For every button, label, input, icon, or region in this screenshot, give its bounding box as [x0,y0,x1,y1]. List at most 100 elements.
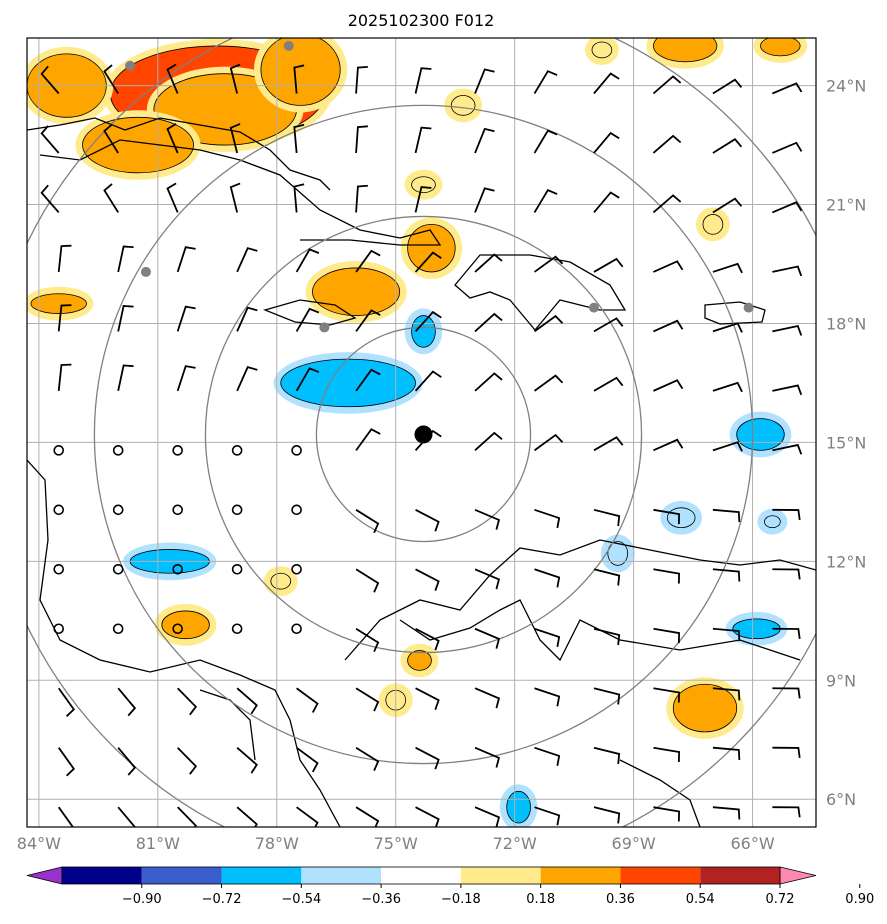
wind-barb [293,183,305,213]
wind-barb [593,317,624,333]
wind-barb [355,65,368,94]
wind-barb [593,191,620,214]
wind-barb [295,367,320,392]
wind-barb [534,806,561,826]
wind-barb [177,806,198,827]
wind-barb [355,509,380,534]
wind-barb [355,125,368,154]
wind-barb [177,747,198,775]
wind-barb [57,304,72,332]
wind-barb [712,687,741,701]
range-ring [204,215,643,654]
wind-barb [653,687,681,703]
coastline-guiana [619,759,701,827]
wind-barb [57,806,74,827]
wind-barb [474,806,501,827]
colorbar-swatch [221,867,302,884]
wind-barb [652,134,682,154]
calm-wind-marker [291,504,302,516]
wind-barb [653,806,681,822]
wind-barb [712,197,743,214]
colorbar-tick-label: 0.54 [686,892,715,907]
wind-barb [593,568,621,586]
colorbar-tick-label: −0.54 [281,892,321,907]
wind-barb [712,508,741,523]
wind-barb [533,255,564,273]
wind-barb [772,687,801,699]
wind-barb [533,374,564,392]
wind-barb [653,627,681,644]
calm-wind-marker [291,563,302,575]
coastline-puerto-rico [704,301,766,325]
lat-tick-label: 6°N [826,790,856,809]
wind-barb [176,365,196,392]
wind-barb [534,687,561,707]
wind-barb [296,687,319,713]
wind-barb [236,687,258,715]
wind-barb [166,182,179,213]
calm-wind-marker [231,445,243,456]
wind-barb [712,806,741,820]
wind-barb [772,443,803,455]
wind-barb [236,747,258,774]
wind-barb [117,245,134,273]
wind-barb [474,187,495,213]
wind-barb [166,123,179,154]
positive-anomaly-4 [260,38,341,106]
wind-barb [40,184,60,214]
lat-tick-label: 15°N [826,433,866,452]
wind-barb [414,186,432,213]
positive-anomaly-13 [411,176,436,194]
wind-barb [772,384,803,396]
coastline-venezuela-interior [399,599,801,662]
station-marker [283,40,294,51]
positive-anomaly-14 [702,214,724,235]
wind-barb [772,201,803,214]
wind-barb [57,363,72,391]
positive-anomaly-11 [30,293,87,314]
colorbar-tick-label: 0.18 [526,892,555,907]
wind-barb [593,436,624,452]
wind-barb [653,438,684,452]
lat-tick-label: 9°N [826,671,856,690]
wind-barb [534,508,561,529]
wind-barb [593,131,620,154]
wind-barb [296,806,319,827]
wind-barb [117,364,134,392]
wind-barb [414,67,432,94]
wind-barb [40,65,60,95]
wind-barb [166,63,179,94]
wind-barb [415,509,440,532]
wind-barb [593,72,620,95]
wind-barb [593,376,624,392]
colorbar-tick-label: 0.90 [845,892,874,907]
coastline-cuba [39,139,442,246]
wind-barb [533,70,558,94]
calm-wind-marker [291,623,302,635]
negative-anomaly-8 [764,515,781,529]
wind-barb [653,746,681,763]
calm-wind-marker [172,504,183,516]
wind-barb [415,568,440,592]
positive-anomaly-8 [161,610,210,640]
wind-barb [534,627,561,648]
wind-barb [414,126,432,154]
negative-anomaly-6 [607,541,629,566]
wind-barb [57,747,76,777]
wind-barb [712,78,743,95]
negative-anomaly-7 [666,507,696,529]
calm-wind-marker [53,445,65,456]
wind-barb [533,433,564,452]
positive-anomaly-7 [672,683,738,733]
lat-tick-label: 24°N [826,77,866,96]
wind-barb [533,189,558,213]
wind-barb [414,310,442,332]
wind-barb [355,309,381,332]
wind-barb [117,305,134,332]
calm-wind-marker [112,623,124,635]
wind-barb [293,64,305,94]
range-ring [315,326,532,543]
wind-barb [593,746,621,765]
wind-barb [652,75,682,95]
